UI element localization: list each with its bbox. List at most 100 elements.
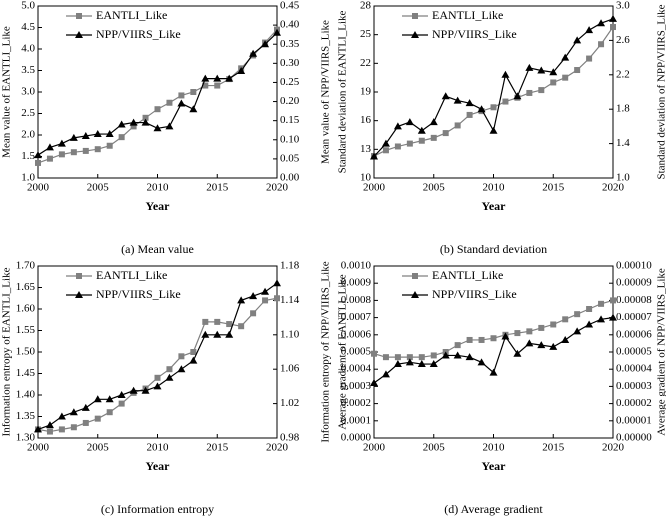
marker [237,66,246,74]
legend-marker [75,291,83,298]
y2-tick-label: 0.00008 [616,294,652,306]
marker [129,118,138,126]
y-tick-label: 0.0010 [341,260,372,272]
x-tick-label: 2000 [27,442,50,454]
marker [93,395,102,403]
marker [466,111,473,118]
y2-tick-label: 0.00 [280,172,300,184]
y-tick-label: 0.0000 [341,432,372,444]
marker [213,330,222,338]
marker [598,41,605,48]
legend-marker [412,13,418,19]
marker [585,320,594,328]
marker [453,351,462,359]
marker [478,336,485,343]
x-tick-label: 2020 [602,182,625,194]
marker [82,419,89,426]
x-tick-label: 2005 [87,442,110,454]
marker [249,292,258,300]
marker [562,316,569,323]
marker [405,358,414,366]
legend-label: EANTLI_Like [96,8,167,22]
legend-label: EANTLI_Like [432,8,503,22]
marker [490,335,497,342]
y2-tick-label: 1.14 [280,294,300,306]
legend-marker [75,31,83,38]
marker [598,300,605,307]
y2-tick-label: 0.00004 [616,363,652,375]
marker [609,313,617,321]
marker [525,63,534,71]
marker [82,147,89,154]
marker [586,55,593,62]
y-tick-label: 1.0 [21,172,35,184]
caption: (a) Mean value [121,242,194,256]
marker [58,151,65,158]
marker [69,133,78,141]
marker [417,360,426,368]
marker [201,330,210,338]
y-tick-label: 0.0001 [341,414,371,426]
marker [538,87,545,94]
y-tick-label: 3.0 [21,86,35,98]
marker [154,106,161,113]
y2-tick-label: 0.10 [280,133,300,145]
y-tick-label: 28 [360,0,372,12]
x-axis-label: Year [482,459,507,473]
y-tick-label: 5.0 [21,0,35,12]
marker [249,49,258,57]
marker [513,92,522,100]
x-tick-label: 2015 [206,182,229,194]
y2-tick-label: 1.02 [280,397,299,409]
y2-tick-label: 0.05 [280,152,300,164]
y2-tick-label: 1.06 [280,363,300,375]
x-tick-label: 2020 [266,182,289,194]
y2-axis-label: Average gradient of NPP/VIIRS_Like [656,268,666,436]
marker [442,130,449,137]
marker [381,370,390,378]
marker [58,426,65,433]
caption: (c) Information entropy [101,502,214,516]
marker [69,408,78,416]
x-tick-label: 2010 [147,182,170,194]
y-tick-label: 1.55 [16,324,36,336]
marker [93,130,102,138]
marker [406,354,413,361]
marker [370,378,378,386]
y-tick-label: 4.5 [21,21,35,33]
marker [130,123,137,130]
marker [502,98,509,105]
marker [610,24,616,31]
y-tick-label: 0.0002 [341,397,371,409]
marker [465,99,474,107]
marker [177,365,186,373]
marker [202,82,209,89]
series-line [37,29,278,164]
x-tick-label: 2015 [542,442,565,454]
marker [489,126,498,134]
x-axis-label: Year [146,199,171,213]
marker [430,352,437,359]
marker [105,130,114,138]
y-tick-label: 0.0003 [341,380,372,392]
y-tick-label: 1.45 [16,367,36,379]
marker [214,82,221,89]
x-tick-label: 2000 [363,442,386,454]
marker [501,70,510,78]
y-tick-label: 0.0004 [341,363,372,375]
y-tick-label: 1.65 [16,281,36,293]
marker [393,122,402,130]
marker [538,324,545,331]
y-tick-label: 10 [360,172,372,184]
x-axis-label: Year [146,459,171,473]
y2-tick-label: 0.00003 [616,380,652,392]
y-tick-label: 22 [360,57,371,69]
legend-marker [412,273,418,279]
x-tick-label: 2015 [542,182,565,194]
legend-label: EANTLI_Like [432,268,503,282]
marker [393,360,402,368]
y2-tick-label: 0.45 [280,0,300,12]
marker [46,428,53,435]
marker [81,131,90,139]
x-tick-label: 2010 [483,442,506,454]
